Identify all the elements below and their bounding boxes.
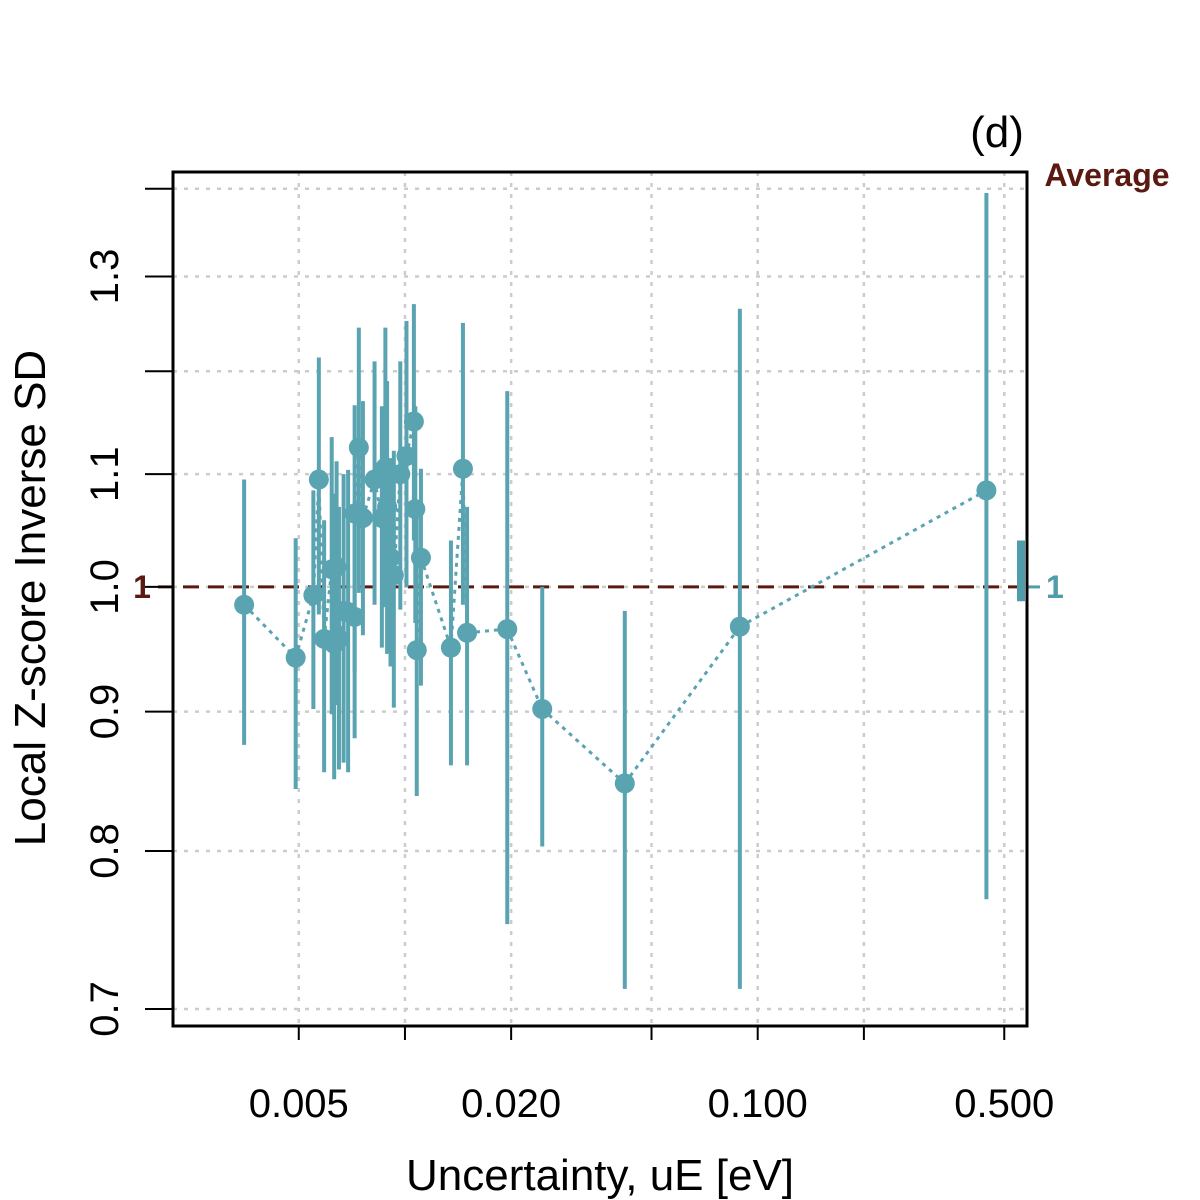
connector-segment-25 (415, 557, 423, 651)
grid (173, 172, 1027, 1026)
panel-tag: (d) (970, 108, 1024, 157)
y-tick-label-6: 1.3 (83, 249, 127, 305)
data-point-19 (380, 547, 401, 568)
data-point-14 (352, 507, 373, 528)
data-point-8 (328, 628, 349, 649)
data-point-34 (976, 480, 997, 501)
data-point-29 (457, 622, 478, 643)
error-bars (242, 193, 989, 989)
y-tick-label-3: 1.0 (83, 559, 127, 615)
data-point-25 (406, 640, 427, 661)
connector-segment-29 (466, 627, 508, 635)
x-tick-label-6: 0.500 (954, 1082, 1054, 1126)
connector-segment-14 (361, 479, 376, 519)
data-point-21 (390, 464, 411, 485)
data-point-2 (303, 585, 324, 606)
connector-segment-32 (623, 625, 742, 785)
connector-segment-0 (243, 603, 297, 659)
x-axis-title: Uncertainty, uE [eV] (406, 1151, 794, 1200)
y-tick-label-2: 0.9 (83, 684, 127, 740)
data-point-17 (375, 457, 396, 478)
x-tick-label-0: 0.005 (249, 1082, 349, 1126)
connector-segment-31 (541, 707, 626, 785)
data-point-27 (440, 637, 461, 658)
y-tick-label-0: 0.7 (83, 981, 127, 1037)
data-point-24 (405, 499, 426, 520)
average-label: Average (1044, 157, 1169, 193)
connector-segment-26 (419, 557, 453, 649)
y-tick-label-1: 0.8 (83, 823, 127, 879)
y-axis-ticks: 0.7 0.8 0.9 1.0 1.1 1.3 (83, 187, 173, 1037)
data-point-18 (377, 496, 398, 517)
x-tick-label-4: 0.100 (708, 1082, 808, 1126)
connector-segment-30 (505, 628, 544, 710)
y-axis-title: Local Z-score Inverse SD (6, 350, 55, 846)
average-marker (1017, 540, 1040, 602)
data-point-7 (326, 556, 347, 577)
data-point-20 (383, 565, 404, 586)
data-point-26 (410, 547, 431, 568)
data-point-30 (497, 619, 518, 640)
data-point-33 (729, 616, 750, 637)
data-point-31 (532, 698, 553, 719)
data-point-11 (344, 606, 365, 627)
data-point-28 (452, 458, 473, 479)
reference-line-label: 1 (133, 569, 151, 605)
connector-segment-33 (739, 489, 988, 628)
data-point-13 (348, 437, 369, 458)
data-point-0 (234, 594, 255, 615)
data-point-23 (403, 411, 424, 432)
data-point-1 (285, 647, 306, 668)
connector-segment-15 (373, 479, 384, 519)
x-tick-label-2: 0.020 (461, 1082, 561, 1126)
connector-segment-1 (294, 594, 315, 659)
average-value-label: 1 (1046, 569, 1064, 605)
y-tick-label-4: 1.1 (83, 446, 127, 502)
data-point-22 (396, 446, 417, 467)
plot-frame (171, 170, 1029, 1028)
x-axis-ticks: 0.005 0.020 0.100 0.500 (249, 1026, 1054, 1126)
data-point-32 (614, 773, 635, 794)
data-point-3 (308, 469, 329, 490)
data-points (234, 411, 997, 794)
